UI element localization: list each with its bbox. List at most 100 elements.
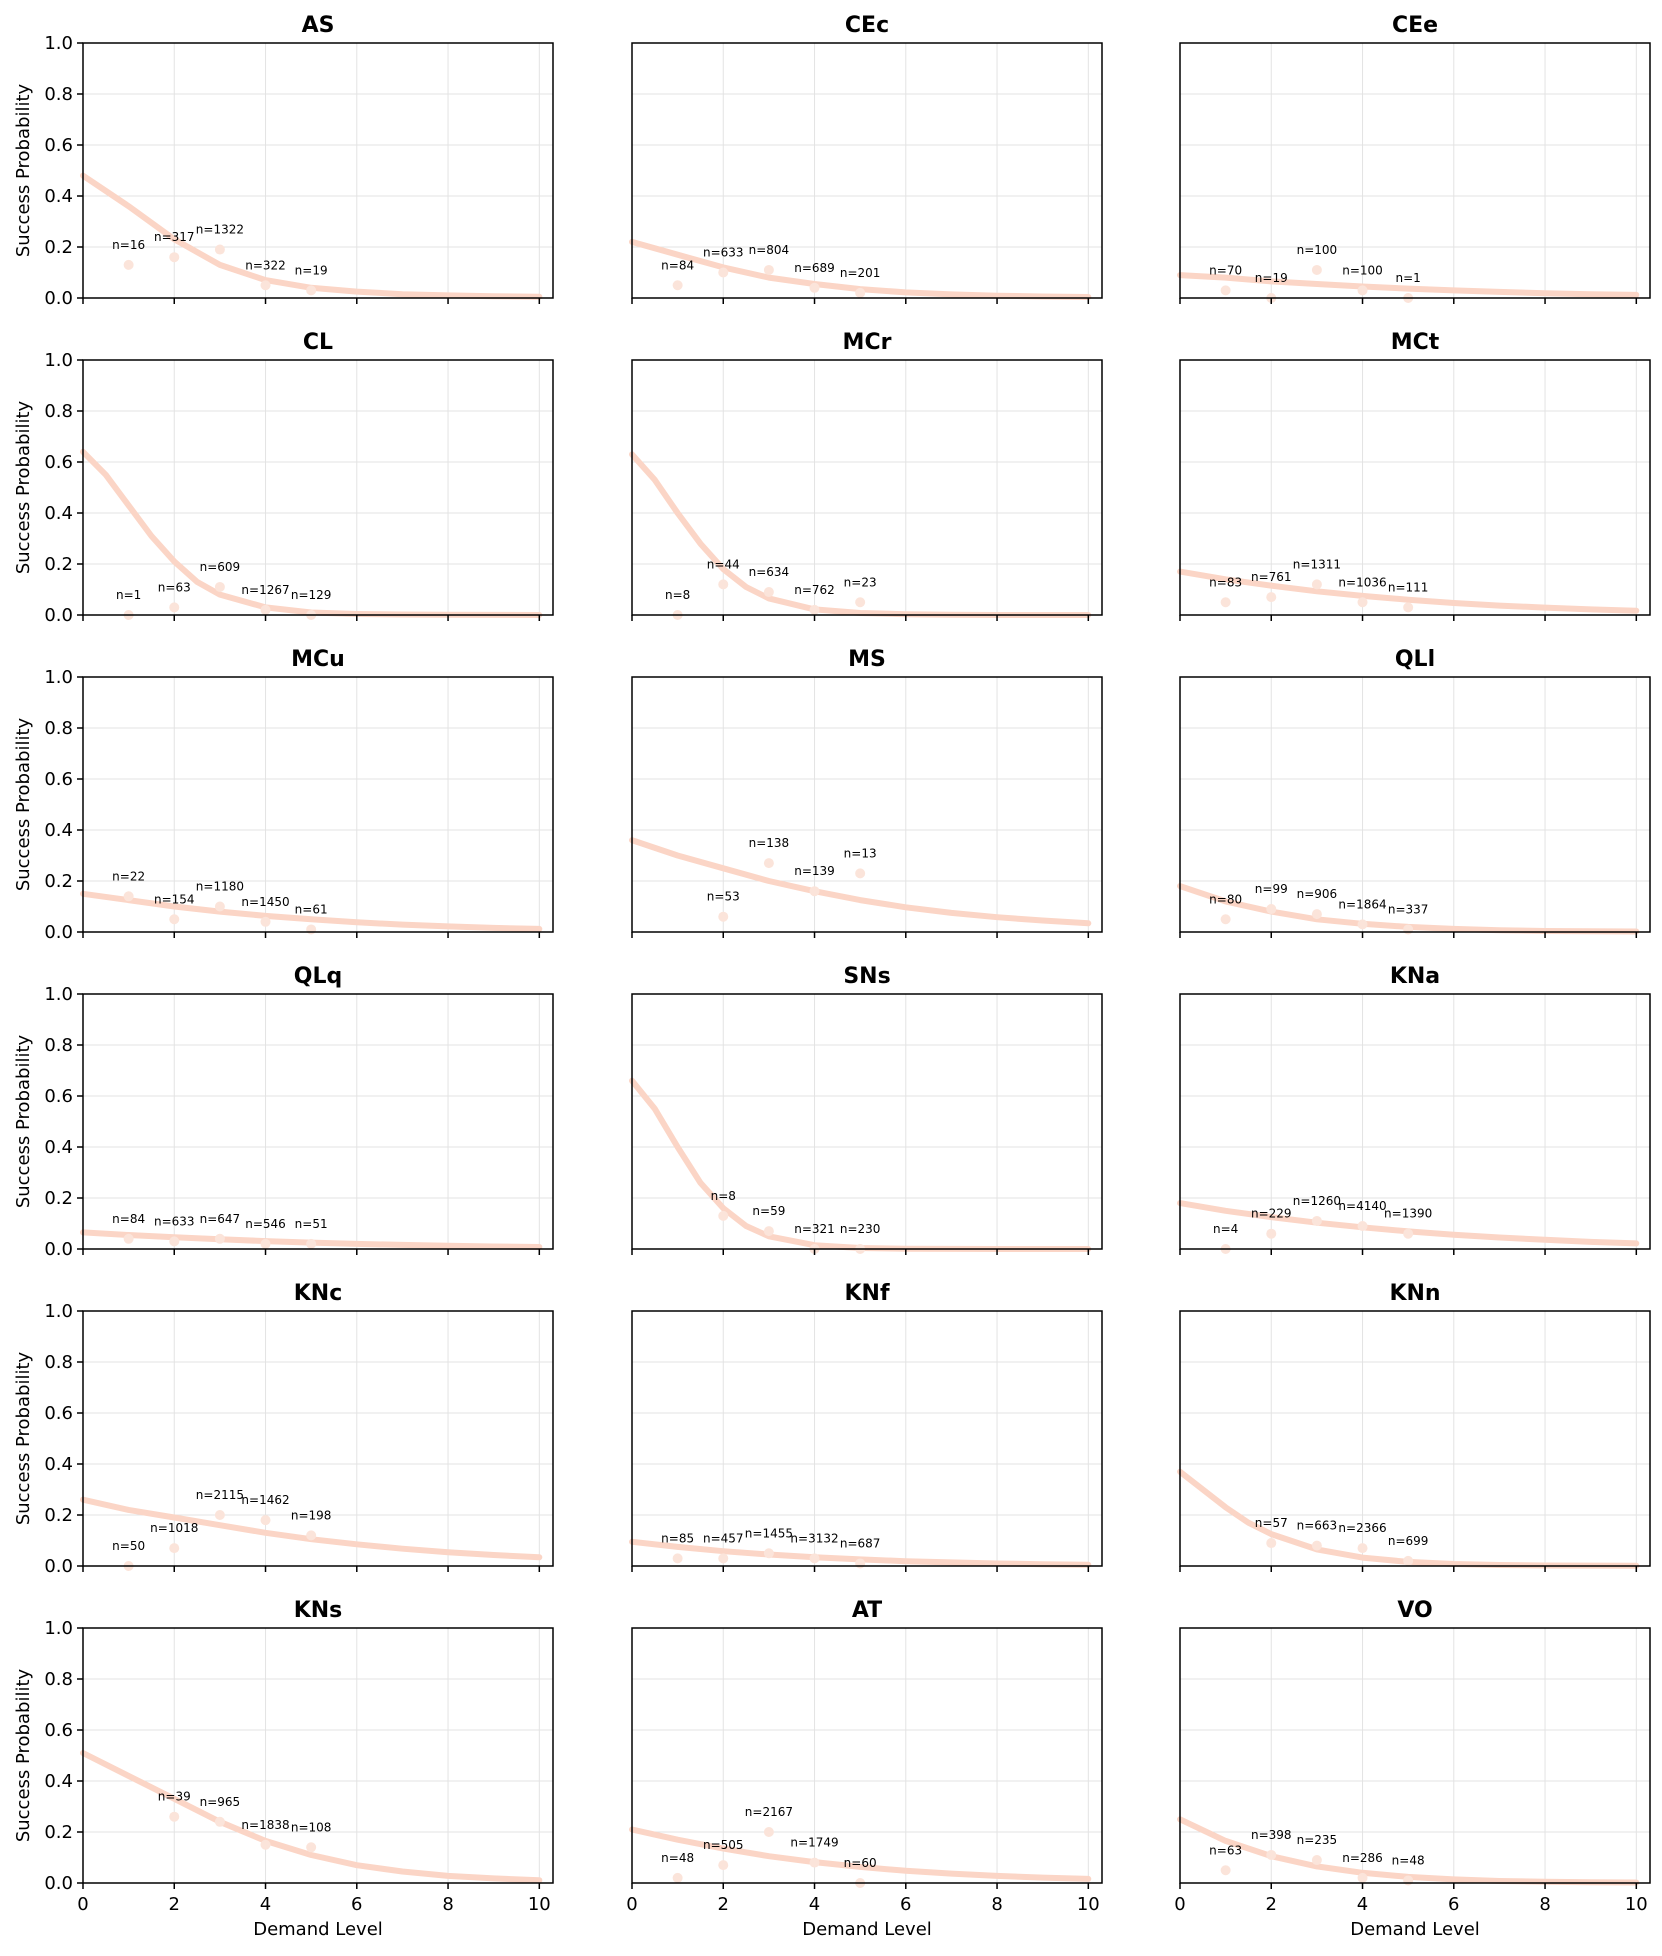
sample-size-label: n=39 [158,1790,191,1804]
sample-size-label: n=60 [844,1856,877,1870]
data-point [763,264,774,275]
data-point [306,924,317,935]
panel-title: MCr [843,330,892,355]
data-point [855,597,866,608]
sample-size-label: n=1450 [241,895,289,909]
y-tick-label: 0.0 [44,1239,73,1260]
axes-frame [82,359,554,616]
sample-size-label: n=906 [1297,887,1338,901]
y-tick-label: 0.2 [44,871,73,892]
data-point [1220,597,1231,608]
sample-size-label: n=23 [844,575,877,589]
sample-size-label: n=83 [1209,575,1242,589]
data-point [1266,1538,1277,1549]
sample-size-label: n=63 [1209,1843,1242,1857]
y-tick-label: 0.6 [44,1086,73,1107]
y-tick-label: 0.8 [44,84,73,105]
sample-size-label: n=337 [1388,902,1429,916]
data-point [214,244,225,255]
data-point [763,1827,774,1837]
x-tick-label: 0 [626,1894,637,1915]
data-point [672,1553,683,1564]
y-axis-label: Success Probability [13,717,34,891]
sample-size-label: n=13 [844,846,877,860]
panel-title: QLl [1395,647,1435,672]
sample-size-label: n=317 [154,230,195,244]
x-tick-label: 10 [1077,1894,1100,1915]
sample-size-label: n=1311 [1293,557,1341,571]
sample-size-label: n=8 [665,588,690,602]
fit-curve [1177,568,1640,614]
panel-title: MCt [1391,330,1440,355]
y-tick-label: 0.0 [44,922,73,943]
x-tick-label: 4 [260,1894,271,1915]
y-axis-label: Success Probability [13,1351,34,1525]
data-point [763,587,774,598]
panel-title: QLq [294,964,342,989]
data-point [169,252,180,263]
axes-frame [631,1310,1103,1567]
axes-frame [82,1627,554,1884]
panel-title: CEe [1392,13,1438,38]
data-point [672,280,683,291]
x-tick-label: 0 [1174,1894,1185,1915]
y-axis-label: Success Probability [13,400,34,574]
y-tick-label: 0.4 [44,1771,73,1792]
sample-size-label: n=2366 [1338,1521,1386,1535]
x-tick-label: 2 [718,1894,729,1915]
panel-title: KNs [294,1598,343,1623]
panel-sns: n=8 n=59 n=321 n=230 SNs [629,964,1103,1255]
data-point [123,259,134,270]
y-tick-label: 0.8 [44,401,73,422]
x-tick-label: 4 [1357,1894,1368,1915]
sample-size-label: n=546 [245,1217,286,1231]
fit-curve [629,1826,1092,1882]
panel-ms: n=53 n=138 n=139 n=13 MS [629,647,1103,938]
panel-title: KNn [1389,1281,1440,1306]
sample-size-label: n=8 [711,1189,736,1203]
x-tick-label: 4 [809,1894,820,1915]
y-axis-label: Success Probability [13,1034,34,1208]
y-tick-label: 0.8 [44,718,73,739]
y-tick-label: 0.6 [44,1403,73,1424]
y-tick-label: 0.4 [44,1454,73,1475]
sample-size-label: n=687 [840,1536,881,1550]
sample-size-label: n=44 [707,557,740,571]
data-point [1311,1215,1322,1226]
sample-size-label: n=111 [1388,580,1429,594]
sample-size-label: n=3132 [790,1531,838,1545]
y-tick-label: 1.0 [44,350,73,371]
sample-size-label: n=19 [1255,271,1288,285]
y-tick-label: 0.4 [44,186,73,207]
data-point [1403,924,1414,935]
sample-size-label: n=1018 [150,1521,198,1535]
data-point [306,1530,317,1541]
x-tick-label: 10 [1625,1894,1648,1915]
axes-frame [82,993,554,1250]
y-tick-label: 0.8 [44,1035,73,1056]
sample-size-label: n=1455 [745,1526,793,1540]
panel-title: KNc [294,1281,343,1306]
x-tick-label: 2 [1266,1894,1277,1915]
data-point [260,604,271,615]
axes-frame [1179,1310,1651,1567]
sample-size-label: n=84 [661,258,694,272]
sample-size-label: n=505 [703,1838,744,1852]
sample-size-label: n=647 [200,1212,241,1226]
sample-size-label: n=689 [794,261,835,275]
sample-size-label: n=1749 [790,1836,838,1850]
y-tick-label: 0.6 [44,452,73,473]
data-point [1220,914,1231,925]
fit-curve [1177,1816,1640,1886]
sample-size-label: n=108 [291,1820,332,1834]
data-point [214,1510,225,1520]
axes-frame [1179,1627,1651,1884]
data-point [1266,1228,1277,1239]
sample-size-label: n=1390 [1384,1207,1432,1221]
y-tick-label: 1.0 [44,1301,73,1322]
